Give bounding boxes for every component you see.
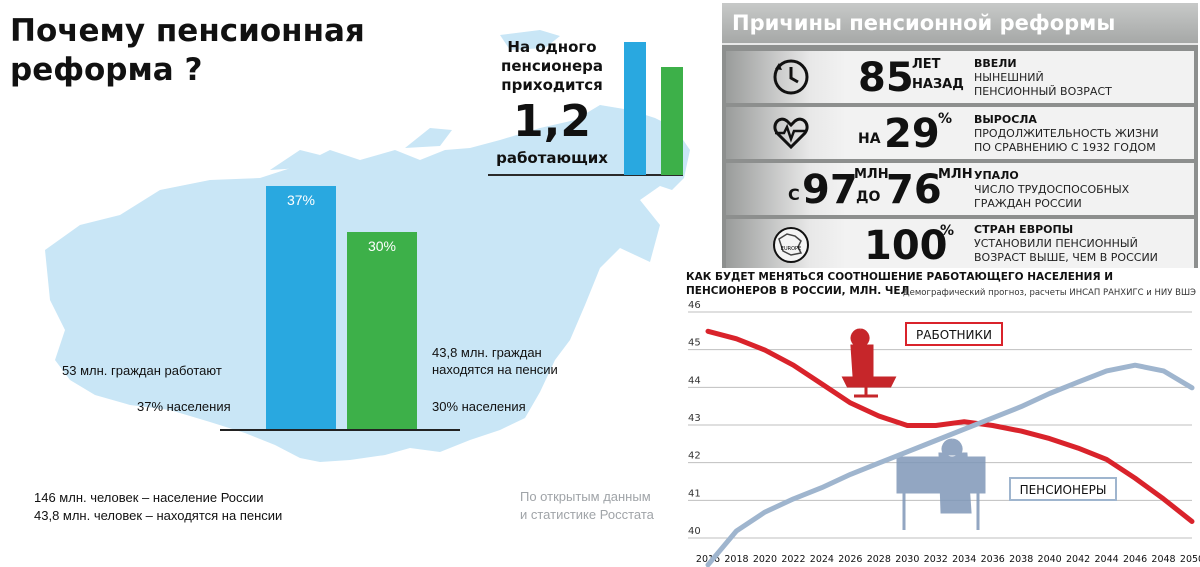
series-line-0 bbox=[705, 328, 1195, 524]
ratio-sub: работающих bbox=[496, 149, 608, 167]
x-tick-2036: 2036 bbox=[981, 554, 1005, 565]
reason-1-desc-1: НЫНЕШНИЙ bbox=[974, 71, 1044, 84]
reason-4-number: 100 bbox=[864, 223, 948, 269]
series-line-1 bbox=[705, 362, 1195, 567]
line-chart-svg: 40 41 42 43 44 45 46 2016 2018 2020 2022 2024 2026 20… bbox=[688, 300, 1200, 567]
europe-icon-text: EUROPE bbox=[781, 246, 801, 252]
reason-4-unit: % bbox=[940, 223, 955, 239]
reasons-title: Причины пенсионной реформы bbox=[732, 11, 1116, 35]
reason-1-head: ВВЕЛИ bbox=[974, 57, 1017, 70]
pension-note-1: 43,8 млн. граждан bbox=[432, 345, 542, 360]
source-note-1: По открытым данным bbox=[520, 489, 651, 504]
y-tick-42: 42 bbox=[688, 451, 701, 462]
workers-note: 53 млн. граждан работают bbox=[62, 363, 222, 378]
reason-3-desc-1: ЧИСЛО ТРУДОСПОСОБНЫХ bbox=[974, 183, 1130, 196]
reason-1-desc-2: ПЕНСИОННЫЙ ВОЗРАСТ bbox=[974, 85, 1112, 98]
pension-percent-note: 30% населения bbox=[432, 399, 526, 414]
x-tick-2040: 2040 bbox=[1038, 554, 1062, 565]
europe-map-icon: EUROPE bbox=[773, 227, 809, 263]
reason-4-desc-1: УСТАНОВИЛИ ПЕНСИОННЫЙ bbox=[974, 237, 1138, 250]
ratio-underline bbox=[488, 174, 683, 176]
pensioner-bench-icon bbox=[896, 438, 986, 530]
series-label-0: РАБОТНИКИ bbox=[916, 328, 992, 342]
x-tick-2018: 2018 bbox=[724, 554, 748, 565]
y-tick-46: 46 bbox=[688, 300, 701, 311]
reason-2-head: ВЫРОСЛА bbox=[974, 113, 1037, 126]
heart-pulse-icon bbox=[773, 117, 809, 150]
y-tick-41: 41 bbox=[688, 488, 701, 499]
reason-3-number-1: 97 bbox=[802, 167, 858, 213]
reason-row-workforce: С 97 МЛН ДО 76 МЛН УПАЛО ЧИСЛО ТРУДОСПОС… bbox=[726, 163, 1194, 215]
reason-3-unit-2: МЛН bbox=[938, 167, 973, 182]
chart-title: КАК БУДЕТ МЕНЯТЬСЯ СООТНОШЕНИЕ РАБОТАЮЩЕ… bbox=[686, 271, 1113, 297]
reason-2-desc-2: ПО СРАВНЕНИЮ С 1932 ГОДОМ bbox=[974, 141, 1156, 154]
source-note-2: и статистике Росстата bbox=[520, 507, 654, 522]
pension-note-2: находятся на пенсии bbox=[432, 362, 558, 377]
reason-row-europe: EUROPE 100 % СТРАН ЕВРОПЫ УСТАНОВИЛИ ПЕН… bbox=[726, 219, 1194, 271]
x-tick-2042: 2042 bbox=[1066, 554, 1090, 565]
reasons-panel: Причины пенсионной реформы 85 ЛЕТ НАЗАД … bbox=[722, 3, 1198, 275]
y-tick-45: 45 bbox=[688, 338, 701, 349]
x-tick-2026: 2026 bbox=[838, 554, 862, 565]
reasons-header: Причины пенсионной реформы bbox=[722, 3, 1198, 45]
x-tick-2020: 2020 bbox=[753, 554, 777, 565]
reason-3-prefix-1: С bbox=[788, 185, 800, 204]
reason-3-head: УПАЛО bbox=[974, 169, 1019, 182]
ratio-text: На одного пенсионера приходится bbox=[500, 38, 603, 94]
x-tick-2030: 2030 bbox=[895, 554, 919, 565]
bar-pensioners-label: 30% bbox=[367, 238, 397, 254]
reason-3-desc-2: ГРАЖДАН РОССИИ bbox=[974, 197, 1082, 210]
population-note-2: 43,8 млн. человек – находятся на пенсии bbox=[34, 508, 283, 523]
reason-2-number: 29 bbox=[884, 111, 940, 157]
x-tick-2032: 2032 bbox=[924, 554, 948, 565]
reason-1-unit-1: ЛЕТ bbox=[912, 57, 941, 72]
mini-bar-pensioners bbox=[661, 67, 683, 175]
reason-2-desc-1: ПРОДОЛЖИТЕЛЬНОСТЬ ЖИЗНИ bbox=[974, 127, 1159, 140]
worker-figure-icon bbox=[841, 328, 897, 398]
reason-1-number: 85 bbox=[858, 55, 914, 101]
workers-percent-note: 37% населения bbox=[137, 399, 231, 414]
reason-2-unit: % bbox=[938, 111, 953, 127]
bar-pensioners: 30% bbox=[347, 232, 417, 430]
y-tick-44: 44 bbox=[688, 375, 701, 386]
x-tick-2044: 2044 bbox=[1094, 554, 1118, 565]
reason-1-unit-2: НАЗАД bbox=[912, 77, 964, 92]
x-tick-2022: 2022 bbox=[781, 554, 805, 565]
reason-4-head: СТРАН ЕВРОПЫ bbox=[974, 223, 1074, 236]
x-tick-2028: 2028 bbox=[867, 554, 891, 565]
reason-3-unit-1: МЛН bbox=[854, 167, 889, 182]
page-title: Почему пенсионная реформа ? bbox=[10, 13, 365, 88]
russia-map-infographic: Почему пенсионная реформа ? На одного пе… bbox=[10, 13, 690, 523]
bar-workers: 37% bbox=[266, 185, 336, 430]
x-tick-2024: 2024 bbox=[810, 554, 834, 565]
reason-3-number-2: 76 bbox=[886, 167, 942, 213]
series-label-box-0 bbox=[905, 322, 1003, 346]
x-tick-2038: 2038 bbox=[1009, 554, 1033, 565]
x-tick-2050: 2050 bbox=[1180, 554, 1200, 565]
x-tick-2048: 2048 bbox=[1151, 554, 1175, 565]
bars-baseline bbox=[220, 429, 460, 431]
y-tick-43: 43 bbox=[688, 413, 701, 424]
series-label-1: ПЕНСИОНЕРЫ bbox=[1020, 483, 1107, 497]
x-tick-2046: 2046 bbox=[1123, 554, 1147, 565]
series-label-box-1 bbox=[1009, 477, 1117, 501]
x-tick-2016: 2016 bbox=[696, 554, 720, 565]
reason-row-retirement-age: 85 ЛЕТ НАЗАД ВВЕЛИ НЫНЕШНИЙ ПЕНСИОННЫЙ В… bbox=[726, 51, 1194, 103]
bar-workers-label: 37% bbox=[286, 191, 316, 208]
reason-row-life-expectancy: НА 29 % ВЫРОСЛА ПРОДОЛЖИТЕЛЬНОСТЬ ЖИЗНИ … bbox=[726, 107, 1194, 159]
reason-4-desc-2: ВОЗРАСТ ВЫШЕ, ЧЕМ В РОССИИ bbox=[974, 251, 1158, 264]
x-tick-2034: 2034 bbox=[952, 554, 976, 565]
ratio-value: 1,2 bbox=[513, 96, 591, 147]
mini-bar-workers bbox=[624, 41, 646, 175]
reason-3-prefix-2: ДО bbox=[856, 189, 881, 205]
ratio-forecast-chart: КАК БУДЕТ МЕНЯТЬСЯ СООТНОШЕНИЕ РАБОТАЮЩЕ… bbox=[684, 268, 1200, 567]
chart-source: Демографический прогноз, расчеты ИНСАП Р… bbox=[903, 288, 1196, 298]
population-note-1: 146 млн. человек – население России bbox=[34, 490, 264, 505]
y-tick-40: 40 bbox=[688, 526, 701, 537]
clock-icon bbox=[773, 59, 809, 95]
reason-2-prefix: НА bbox=[858, 131, 881, 147]
